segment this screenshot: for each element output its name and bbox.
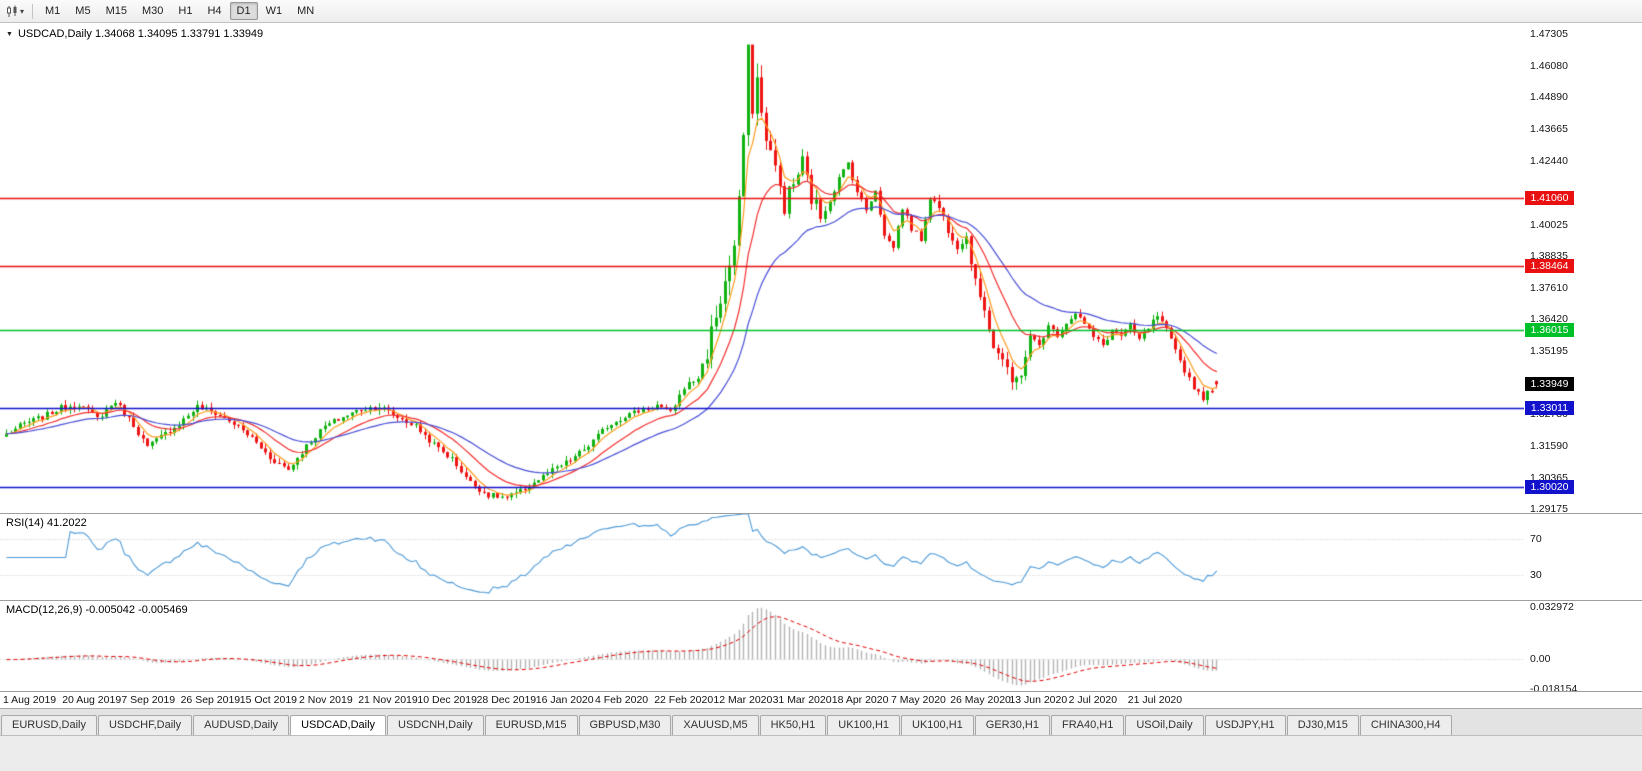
time-axis-label: 12 Mar 2020 <box>713 694 773 706</box>
price-scale-label: 1.36420 <box>1530 313 1568 326</box>
time-axis-label: 18 Apr 2020 <box>831 694 889 706</box>
price-badge-1.38464: 1.38464 <box>1525 258 1574 273</box>
time-axis-label: 21 Jul 2020 <box>1127 694 1183 706</box>
macd-label: MACD(12,26,9) -0.005042 -0.005469 <box>6 604 188 616</box>
rsi-label: RSI(14) 41.2022 <box>6 517 87 529</box>
macd-panel[interactable]: MACD(12,26,9) -0.005042 -0.005469 0.0329… <box>0 601 1642 695</box>
macd-indicator-canvas[interactable] <box>0 601 1524 691</box>
time-axis-label: 1 Aug 2019 <box>3 694 57 706</box>
chart-tab-xauusd-m5[interactable]: XAUUSD,M5 <box>672 715 759 735</box>
chart-tab-uk100-h1[interactable]: UK100,H1 <box>901 715 974 735</box>
panel-splitter[interactable] <box>0 600 1642 601</box>
time-axis-label: 21 Nov 2019 <box>358 694 418 706</box>
chart-title-text: USDCAD,Daily 1.34068 1.34095 1.33791 1.3… <box>17 28 264 40</box>
time-axis-label: 7 May 2020 <box>891 694 946 706</box>
chart-tab-gbpusd-m30[interactable]: GBPUSD,M30 <box>578 715 672 735</box>
chart-tab-usdchf-daily[interactable]: USDCHF,Daily <box>97 715 193 735</box>
time-axis[interactable]: 1 Aug 2019 20 Aug 2019 7 Sep 2019 26 Sep 20… <box>0 692 1642 708</box>
chart-tab-eurusd-daily[interactable]: EURUSD,Daily <box>1 715 97 735</box>
chart-tab-hk50-h1[interactable]: HK50,H1 <box>759 715 827 735</box>
timeframe-button-m15[interactable]: M15 <box>99 2 134 20</box>
time-axis-label: 31 Mar 2020 <box>772 694 832 706</box>
panel-splitter[interactable] <box>0 691 1642 692</box>
timeframe-button-m30[interactable]: M30 <box>135 2 170 20</box>
status-bar <box>0 735 1642 771</box>
price-scale-label: 1.29175 <box>1530 502 1568 515</box>
price-scale-label: 1.35195 <box>1530 345 1568 358</box>
chart-type-dropdown-icon: ▾ <box>20 6 25 16</box>
candlestick-chart-icon <box>7 5 17 17</box>
price-scale-label: 1.47305 <box>1530 27 1568 40</box>
symbol-dropdown-icon[interactable]: ▼ <box>6 30 13 38</box>
time-axis-label: 28 Dec 2019 <box>476 694 537 706</box>
chart-type-button[interactable]: ▾ <box>3 4 27 19</box>
chart-tab-audusd-daily[interactable]: AUDUSD,Daily <box>193 715 290 735</box>
price-scale-label: 1.42440 <box>1530 155 1568 168</box>
timeframe-toolbar: ▾ M1 M5 M15 M30 H1 H4 D1 W1 MN <box>0 0 1642 23</box>
price-badge-1.41060: 1.41060 <box>1525 190 1574 205</box>
timeframe-button-m5[interactable]: M5 <box>68 2 97 20</box>
chart-tab-ger30-h1[interactable]: GER30,H1 <box>974 715 1050 735</box>
rsi-panel[interactable]: RSI(14) 41.2022 70 30 <box>0 514 1642 600</box>
price-scale-label: 1.43665 <box>1530 123 1568 136</box>
price-scale-label: 1.44890 <box>1530 91 1568 104</box>
chart-tab-usoil-daily[interactable]: USOil,Daily <box>1125 715 1204 735</box>
chart-title: ▼ USDCAD,Daily 1.34068 1.34095 1.33791 1… <box>6 28 263 40</box>
timeframe-button-d1[interactable]: D1 <box>229 1 258 21</box>
chart-tab-usdcad-daily[interactable]: USDCAD,Daily <box>290 715 387 735</box>
time-axis-label: 26 Sep 2019 <box>180 694 241 706</box>
chart-tabs-bar: EURUSD,Daily USDCHF,Daily AUDUSD,Daily USDC… <box>0 708 1642 735</box>
toolbar-separator <box>32 3 34 19</box>
timeframe-buttons: M1 M5 M15 M30 H1 H4 D1 W1 MN <box>38 1 321 21</box>
price-panel[interactable]: ▼ USDCAD,Daily 1.34068 1.34095 1.33791 1… <box>0 23 1642 515</box>
chart-tab-usdjpy-h1[interactable]: USDJPY,H1 <box>1204 715 1286 735</box>
rsi-indicator-canvas[interactable] <box>0 514 1524 600</box>
price-badge-1.36015: 1.36015 <box>1525 322 1574 337</box>
macd-scale-label: 0.00 <box>1530 653 1551 666</box>
chart-tab-dj30-m15[interactable]: DJ30,M15 <box>1286 715 1359 735</box>
rsi-level-label-70: 70 <box>1530 533 1542 546</box>
time-axis-label: 7 Sep 2019 <box>121 694 176 706</box>
time-axis-label: 2 Nov 2019 <box>299 694 353 706</box>
price-scale-label: 1.40025 <box>1530 218 1568 231</box>
macd-scale-label: 0.032972 <box>1530 601 1574 613</box>
timeframe-button-w1[interactable]: W1 <box>259 2 290 20</box>
price-scale-label: 1.37610 <box>1530 281 1568 294</box>
time-axis-label: 22 Feb 2020 <box>654 694 714 706</box>
timeframe-button-h4[interactable]: H4 <box>200 2 228 20</box>
time-axis-label: 26 May 2020 <box>950 694 1011 706</box>
timeframe-button-mn[interactable]: MN <box>290 2 321 20</box>
chart-window: ▼ USDCAD,Daily 1.34068 1.34095 1.33791 1… <box>0 23 1642 708</box>
time-axis-label: 10 Dec 2019 <box>417 694 477 706</box>
price-chart-canvas[interactable] <box>0 23 1524 513</box>
time-axis-label: 2 Jul 2020 <box>1068 694 1118 706</box>
price-badge-1.30020: 1.30020 <box>1525 479 1574 494</box>
price-badge-1.33011: 1.33011 <box>1525 401 1574 416</box>
time-axis-label: 16 Jan 2020 <box>535 694 594 706</box>
time-axis-label: 15 Oct 2019 <box>239 694 298 706</box>
chart-tab-china300-h4[interactable]: CHINA300,H4 <box>1359 715 1452 735</box>
price-scale-label: 1.46080 <box>1530 59 1568 72</box>
price-badge-1.33949: 1.33949 <box>1525 376 1574 391</box>
chart-tab-eurusd-m15[interactable]: EURUSD,M15 <box>484 715 578 735</box>
chart-tab-usdcnh-daily[interactable]: USDCNH,Daily <box>387 715 484 735</box>
time-axis-label: 13 Jun 2020 <box>1009 694 1068 706</box>
panel-splitter[interactable] <box>0 513 1642 514</box>
chart-tab-fra40-h1[interactable]: FRA40,H1 <box>1050 715 1125 735</box>
timeframe-button-m1[interactable]: M1 <box>38 2 67 20</box>
timeframe-button-h1[interactable]: H1 <box>171 2 199 20</box>
price-scale-label: 1.31590 <box>1530 439 1568 452</box>
time-axis-label: 20 Aug 2019 <box>62 694 122 706</box>
chart-tab-uk100-h1[interactable]: UK100,H1 <box>827 715 901 735</box>
time-axis-label: 4 Feb 2020 <box>595 694 649 706</box>
rsi-level-label-30: 30 <box>1530 568 1542 581</box>
